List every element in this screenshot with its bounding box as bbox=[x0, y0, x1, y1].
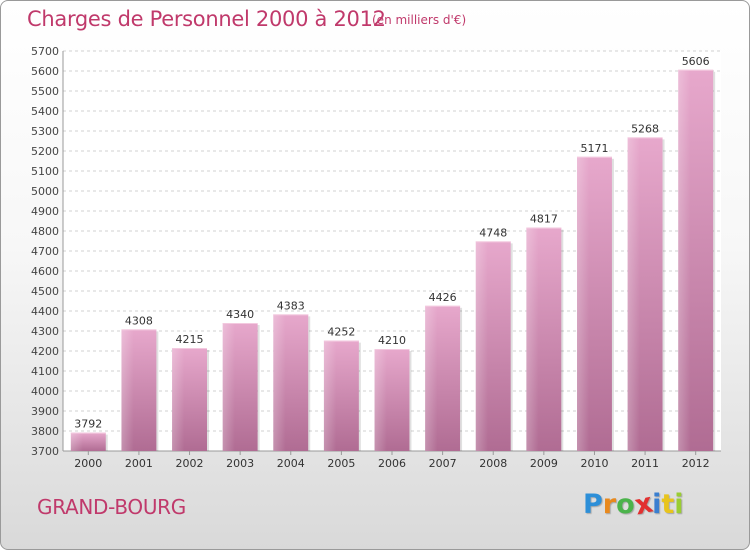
proxiti-logo: Proxiti bbox=[583, 488, 684, 522]
y-tick-label: 3700 bbox=[31, 445, 59, 458]
bar-highlight bbox=[323, 340, 337, 451]
x-tick-label: 2009 bbox=[530, 457, 558, 470]
data-label: 5171 bbox=[580, 142, 608, 155]
y-tick-label: 4500 bbox=[31, 285, 59, 298]
data-label: 4252 bbox=[327, 326, 355, 339]
data-label: 5268 bbox=[631, 122, 659, 135]
data-label: 4748 bbox=[479, 226, 507, 239]
data-label: 5606 bbox=[682, 55, 710, 68]
data-label: 3792 bbox=[74, 418, 102, 431]
x-tick-label: 2011 bbox=[631, 457, 659, 470]
axis-layer: 3700 3800 3900 4000 4100 4200 4300 4400 4500 4600… bbox=[31, 45, 721, 458]
y-tick-label: 5400 bbox=[31, 105, 59, 118]
x-tick-label: 2010 bbox=[580, 457, 608, 470]
bar-highlight bbox=[121, 329, 134, 451]
bar-highlight bbox=[627, 137, 640, 451]
y-tick-label: 5600 bbox=[31, 65, 59, 78]
y-tick-label: 3800 bbox=[31, 425, 59, 438]
x-tick-label: 2012 bbox=[682, 457, 710, 470]
data-label: 4215 bbox=[176, 333, 204, 346]
bar-highlight bbox=[475, 241, 488, 451]
bar-highlight bbox=[526, 227, 539, 451]
data-label: 4340 bbox=[226, 308, 254, 321]
commune-name: GRAND-BOURG bbox=[37, 495, 186, 519]
x-tick-label: 2006 bbox=[378, 457, 406, 470]
y-tick-label: 5500 bbox=[31, 85, 59, 98]
bar-highlight bbox=[425, 305, 438, 451]
y-tick-label: 4700 bbox=[31, 245, 59, 258]
label-layer: 3792 2000 4308 2001 4215 2002 4340 2003 4383 2004… bbox=[74, 55, 709, 470]
bar-highlight bbox=[70, 432, 84, 451]
bar-layer bbox=[70, 69, 716, 452]
y-tick-label: 4600 bbox=[31, 265, 59, 278]
logo-letter: P bbox=[583, 489, 603, 520]
y-tick-label: 4800 bbox=[31, 225, 59, 238]
y-tick-label: 4200 bbox=[31, 345, 59, 358]
data-label: 4817 bbox=[530, 213, 558, 226]
y-tick-label: 4400 bbox=[31, 305, 59, 318]
data-label: 4383 bbox=[277, 299, 305, 312]
data-label: 4308 bbox=[125, 314, 153, 327]
y-tick-label: 4100 bbox=[31, 365, 59, 378]
y-tick-label: 5700 bbox=[31, 45, 59, 58]
data-label: 4210 bbox=[378, 334, 406, 347]
bar-highlight bbox=[374, 349, 387, 451]
bar-highlight bbox=[678, 69, 691, 452]
logo-letter: t bbox=[661, 489, 675, 520]
x-tick-label: 2000 bbox=[74, 457, 102, 470]
x-tick-label: 2008 bbox=[479, 457, 507, 470]
logo-letter: o bbox=[616, 489, 635, 520]
y-tick-label: 5100 bbox=[31, 165, 59, 178]
x-tick-label: 2002 bbox=[176, 457, 204, 470]
y-tick-label: 3900 bbox=[31, 405, 59, 418]
x-tick-label: 2005 bbox=[327, 457, 355, 470]
x-tick-label: 2004 bbox=[277, 457, 305, 470]
y-tick-label: 4000 bbox=[31, 385, 59, 398]
bar-highlight bbox=[172, 348, 185, 451]
bar-highlight bbox=[273, 314, 286, 451]
bar-highlight bbox=[222, 323, 235, 451]
y-tick-label: 4300 bbox=[31, 325, 59, 338]
x-tick-label: 2003 bbox=[226, 457, 254, 470]
data-label: 4426 bbox=[429, 291, 457, 304]
x-tick-label: 2007 bbox=[429, 457, 457, 470]
logo-letter: i bbox=[652, 489, 662, 520]
logo-letter: i bbox=[674, 489, 684, 520]
bar-highlight bbox=[576, 156, 590, 452]
y-tick-label: 5300 bbox=[31, 125, 59, 138]
x-tick-label: 2001 bbox=[125, 457, 153, 470]
logo-letter: r bbox=[602, 489, 617, 520]
y-tick-label: 4900 bbox=[31, 205, 59, 218]
chart-subtitle: (en milliers d'€) bbox=[372, 13, 467, 27]
chart-title: Charges de Personnel 2000 à 2012 bbox=[27, 7, 386, 31]
y-tick-label: 5200 bbox=[31, 145, 59, 158]
y-tick-label: 5000 bbox=[31, 185, 59, 198]
